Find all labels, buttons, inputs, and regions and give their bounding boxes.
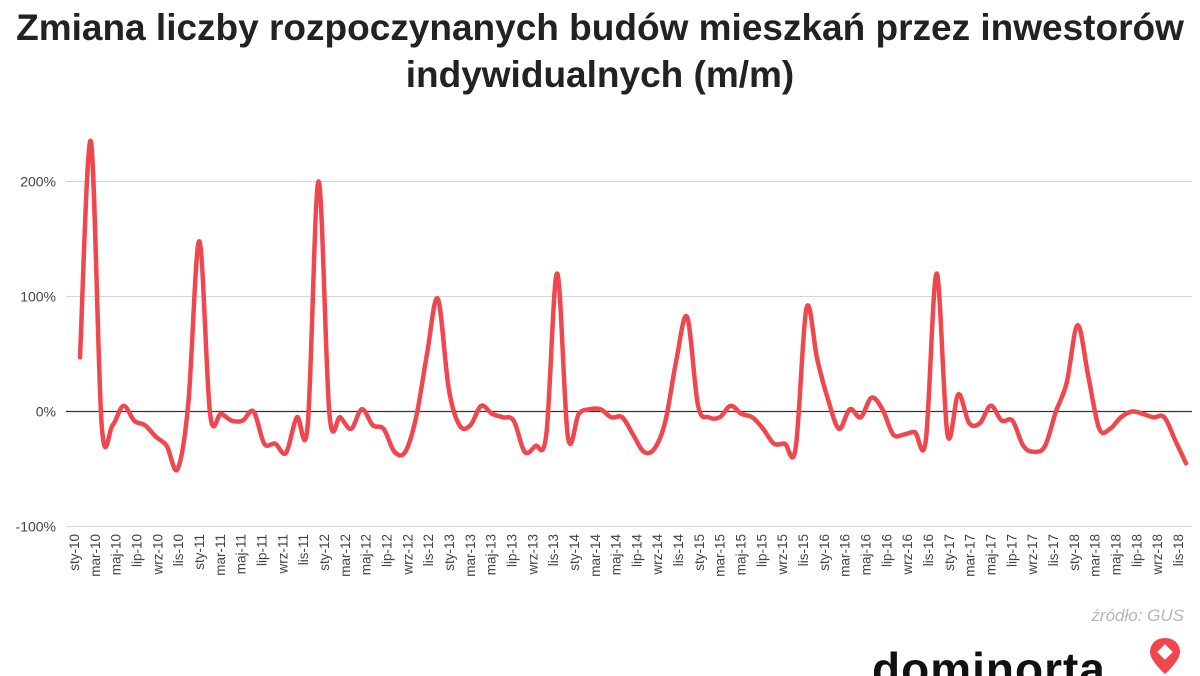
grid-lines [66, 181, 1192, 527]
x-tick-label: sty-11 [192, 534, 207, 570]
x-tick-label: sty-15 [692, 534, 707, 571]
x-tick-label: wrz-10 [150, 534, 165, 576]
x-tick-label: lip-11 [254, 534, 269, 566]
x-tick-label: sty-16 [817, 534, 832, 571]
x-axis-labels: sty-10 mar-10 maj-10 lip-10 wrz-10 lis-10 sty-… [67, 534, 1186, 577]
x-tick-label: mar-11 [213, 534, 228, 576]
chart-title: Zmiana liczby rozpoczynanych budów miesz… [16, 7, 1184, 95]
x-tick-label: wrz-14 [650, 534, 665, 576]
x-tick-label: maj-16 [859, 534, 874, 575]
x-tick-label: mar-16 [838, 534, 853, 577]
x-tick-label: mar-14 [588, 534, 603, 577]
x-tick-label: wrz-12 [400, 534, 415, 576]
x-tick-label: wrz-13 [525, 534, 540, 576]
x-tick-label: lip-16 [879, 534, 894, 567]
x-tick-label: maj-14 [609, 534, 624, 576]
x-tick-label: wrz-17 [1025, 534, 1040, 576]
x-tick-label: maj-10 [109, 534, 124, 575]
x-tick-label: lis-11 [296, 534, 311, 565]
x-tick-label: wrz-11 [275, 534, 290, 575]
x-tick-label: mar-12 [338, 534, 353, 577]
y-tick-label: -100% [16, 519, 56, 535]
x-tick-label: lis-14 [671, 534, 686, 567]
x-tick-label: wrz-15 [775, 534, 790, 576]
source-note: źródło: GUS [1091, 606, 1184, 625]
brand-logo: dominorta [872, 636, 1200, 676]
x-tick-label: lis-18 [1171, 534, 1186, 566]
x-tick-label: maj-13 [484, 534, 499, 575]
x-tick-label: maj-18 [1109, 534, 1124, 575]
x-tick-label: lis-17 [1046, 534, 1061, 566]
x-tick-label: lip-10 [129, 534, 144, 567]
x-tick-label: wrz-18 [1150, 534, 1165, 576]
x-tick-label: lip-18 [1129, 534, 1144, 567]
x-tick-label: lis-12 [421, 534, 436, 566]
x-tick-label: maj-17 [984, 534, 999, 575]
y-tick-label: 0% [36, 404, 56, 420]
x-tick-label: lip-13 [504, 534, 519, 567]
x-tick-label: maj-15 [734, 534, 749, 575]
brand-name: dominorta [872, 643, 1106, 676]
x-tick-label: wrz-16 [900, 534, 915, 576]
x-tick-label: lip-15 [754, 534, 769, 567]
y-tick-label: 100% [20, 289, 56, 305]
x-tick-label: lis-10 [171, 534, 186, 566]
x-tick-label: sty-14 [567, 534, 582, 571]
x-tick-label: sty-10 [67, 534, 82, 571]
x-tick-label: mar-13 [463, 534, 478, 577]
x-tick-label: sty-12 [317, 534, 332, 571]
x-tick-label: lis-16 [921, 534, 936, 566]
x-tick-label: sty-18 [1067, 534, 1082, 571]
x-tick-label: lip-17 [1004, 534, 1019, 567]
x-tick-label: lis-15 [796, 534, 811, 566]
y-axis-labels: -100% 0% 100% 200% [16, 174, 56, 535]
x-tick-label: sty-17 [942, 534, 957, 571]
location-pin-icon [1150, 638, 1180, 674]
x-tick-label: mar-10 [88, 534, 103, 577]
x-tick-label: lis-13 [546, 534, 561, 566]
x-tick-label: lip-12 [379, 534, 394, 567]
x-tick-label: mar-17 [963, 534, 978, 577]
x-tick-label: mar-15 [713, 534, 728, 577]
x-tick-label: maj-12 [359, 534, 374, 575]
y-tick-label: 200% [20, 174, 56, 190]
series-line [77, 139, 1189, 473]
x-tick-label: maj-11 [234, 534, 249, 574]
x-tick-label: lip-14 [629, 534, 644, 568]
x-tick-label: sty-13 [442, 534, 457, 571]
series-group [77, 139, 1189, 473]
x-tick-label: mar-18 [1088, 534, 1103, 577]
